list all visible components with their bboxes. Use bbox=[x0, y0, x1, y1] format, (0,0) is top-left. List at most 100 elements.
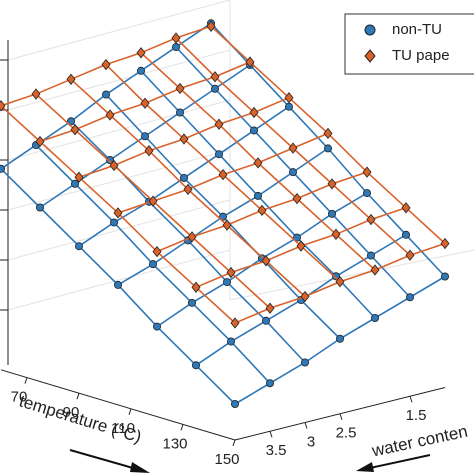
x-tick-label: 70 bbox=[11, 389, 28, 406]
x-tick bbox=[24, 377, 28, 384]
marker bbox=[148, 260, 157, 269]
marker bbox=[362, 189, 371, 198]
marker bbox=[284, 102, 293, 111]
marker bbox=[105, 109, 115, 121]
surface bbox=[0, 20, 450, 329]
marker bbox=[67, 117, 76, 126]
y-tick-label: 3 bbox=[307, 433, 315, 450]
marker bbox=[362, 166, 372, 178]
marker bbox=[230, 317, 240, 329]
marker bbox=[101, 58, 111, 71]
marker bbox=[144, 145, 154, 157]
y-tick-label: 1.5 bbox=[406, 407, 427, 424]
marker bbox=[331, 272, 340, 281]
x-tick-label: 150 bbox=[214, 451, 239, 468]
marker bbox=[265, 379, 274, 388]
axes: 70 90 110 130 150 3.5 3 2.5 1.5 bbox=[0, 369, 446, 468]
x-tick bbox=[76, 393, 80, 400]
surface bbox=[0, 19, 449, 408]
y-tick bbox=[339, 413, 343, 420]
marker bbox=[136, 66, 145, 75]
legend-marker bbox=[364, 24, 376, 36]
marker bbox=[187, 298, 196, 307]
marker bbox=[249, 126, 258, 135]
marker bbox=[71, 179, 80, 188]
marker bbox=[288, 168, 297, 177]
y-tick-label: 2.5 bbox=[336, 425, 357, 442]
marker bbox=[366, 251, 375, 260]
marker bbox=[253, 157, 263, 169]
marker bbox=[171, 32, 181, 44]
marker bbox=[288, 142, 298, 154]
marker bbox=[210, 71, 220, 83]
marker bbox=[175, 108, 184, 117]
marker bbox=[370, 264, 380, 276]
surfaces bbox=[0, 19, 450, 408]
marker bbox=[405, 249, 415, 261]
marker bbox=[179, 133, 189, 145]
marker bbox=[327, 178, 337, 190]
marker bbox=[327, 209, 336, 218]
marker bbox=[292, 192, 302, 205]
marker bbox=[66, 73, 76, 85]
marker bbox=[440, 272, 449, 281]
marker bbox=[405, 293, 414, 302]
marker bbox=[206, 20, 216, 32]
marker bbox=[109, 159, 119, 172]
marker bbox=[370, 313, 379, 322]
marker bbox=[230, 399, 239, 408]
legend-label: non-TU bbox=[392, 21, 442, 38]
marker bbox=[36, 203, 45, 212]
marker bbox=[102, 90, 111, 99]
marker bbox=[175, 82, 185, 95]
marker bbox=[210, 84, 219, 93]
marker bbox=[183, 183, 193, 196]
marker bbox=[0, 100, 6, 112]
marker bbox=[284, 92, 294, 104]
marker bbox=[75, 242, 84, 251]
marker bbox=[300, 290, 310, 303]
y-tick bbox=[269, 431, 273, 438]
x-tick-label: 110 bbox=[111, 420, 135, 437]
marker bbox=[114, 280, 123, 289]
marker bbox=[140, 132, 149, 141]
marker bbox=[31, 88, 41, 100]
marker bbox=[218, 212, 227, 221]
marker bbox=[265, 302, 275, 314]
x-tick-label: 90 bbox=[63, 404, 80, 421]
marker bbox=[335, 276, 345, 288]
marker bbox=[152, 245, 162, 258]
marker bbox=[148, 195, 158, 207]
marker bbox=[300, 358, 309, 367]
y-tick-label: 3.5 bbox=[266, 442, 287, 459]
marker bbox=[136, 47, 146, 59]
marker bbox=[226, 266, 236, 279]
marker bbox=[214, 150, 223, 159]
x-axis bbox=[0, 369, 236, 441]
y-tick bbox=[304, 422, 308, 429]
x-tick bbox=[232, 439, 236, 447]
marker bbox=[35, 135, 45, 148]
marker bbox=[257, 204, 267, 216]
marker bbox=[179, 173, 188, 182]
marker bbox=[191, 281, 201, 293]
legend: non-TU TU pape bbox=[344, 13, 474, 75]
marker bbox=[214, 118, 224, 130]
marker bbox=[222, 219, 232, 231]
y-axis-label: water conten bbox=[369, 422, 469, 461]
marker bbox=[171, 43, 180, 52]
marker bbox=[187, 231, 197, 243]
marker bbox=[226, 337, 235, 346]
axis-arrows bbox=[69, 449, 431, 473]
marker bbox=[0, 164, 5, 173]
marker bbox=[296, 240, 306, 252]
x-tick bbox=[128, 408, 132, 415]
marker bbox=[70, 124, 80, 136]
marker bbox=[191, 361, 200, 370]
marker bbox=[74, 171, 84, 183]
marker bbox=[366, 213, 376, 226]
marker bbox=[323, 127, 333, 140]
x-tick-label: 130 bbox=[162, 435, 187, 452]
marker bbox=[292, 233, 301, 242]
